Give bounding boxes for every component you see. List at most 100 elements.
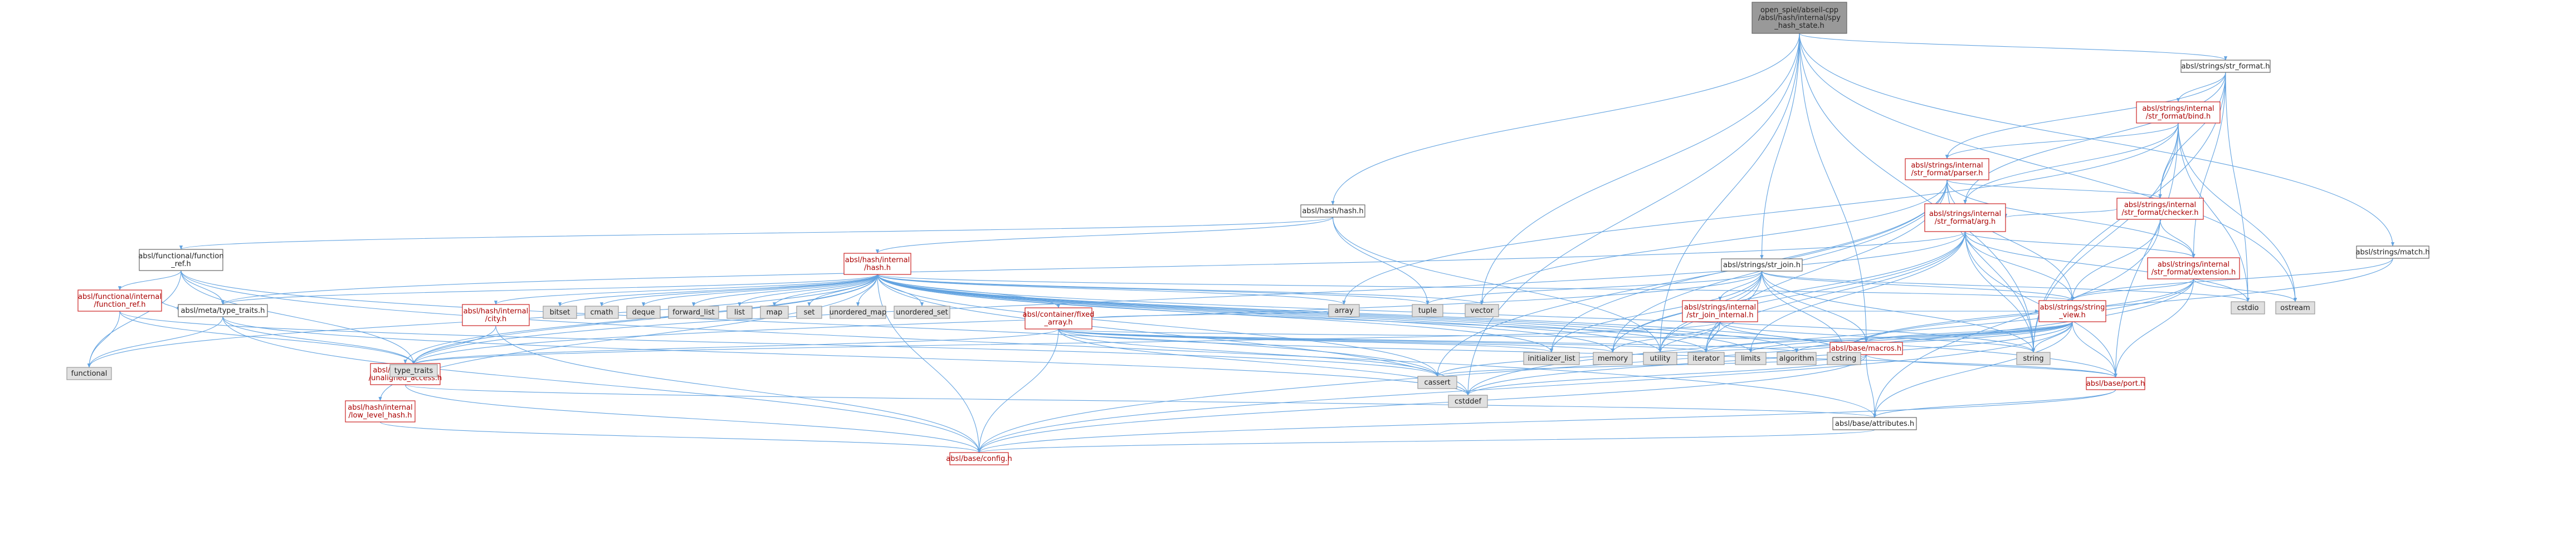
node-box <box>2116 198 2204 220</box>
node-internal-hash-h[interactable]: absl/hash/internal/hash.h <box>843 253 911 275</box>
node-label: /str_format/arg.h <box>1935 218 1996 226</box>
node-function-ref-h[interactable]: absl/functional/function_ref.h <box>138 249 224 271</box>
edge-checker_h-to-extension_h <box>2159 219 2196 258</box>
edge-str_format_h-to-bind_h <box>2176 72 2226 102</box>
node-label: absl/strings/str_format.h <box>2182 62 2270 71</box>
node-box <box>1735 352 1767 365</box>
edge-hash_h-to-tuple <box>1332 217 1430 305</box>
edge-unaligned_access_h-to-attributes_h <box>404 384 1876 418</box>
node-label: absl/hash/internal <box>845 256 910 264</box>
node-label: set <box>804 308 815 317</box>
node-internal-function-ref-h[interactable]: absl/functional/internal/function_ref.h <box>77 289 162 312</box>
edge-internal_hash_h-to-config_h <box>877 274 981 453</box>
node-deque: deque <box>626 306 661 319</box>
edge-parser_h-to-checker_h <box>1946 179 2162 199</box>
node-label: type_traits <box>394 367 433 375</box>
node-label: initializer_list <box>1528 355 1575 363</box>
node-label: iterator <box>1692 355 1720 363</box>
edge-root-to-str_join_h <box>1760 33 1800 259</box>
node-box <box>2356 245 2429 259</box>
node-label: _hash_state.h <box>1774 22 1824 30</box>
node-label: forward_list <box>672 308 714 317</box>
edge-internal_hash_h-to-string_view_h <box>877 274 2074 301</box>
edge-bind_h-to-parser_h <box>1945 122 2179 159</box>
node-label: absl/strings/internal <box>1929 210 2001 218</box>
node-label: bitset <box>550 308 570 317</box>
node-label: absl/functional/internal <box>78 293 162 301</box>
edge-function_ref_h-to-meta_type_traits_h <box>180 270 225 305</box>
node-arg-h[interactable]: absl/strings/internal/str_format/arg.h <box>1924 203 2006 232</box>
node-str-join-h[interactable]: absl/strings/str_join.h <box>1721 258 1803 272</box>
edge-internal_hash_h-to-vector <box>877 274 1484 305</box>
node-box <box>1593 352 1633 365</box>
node-initializer-list: initializer_list <box>1523 352 1580 365</box>
edge-str_format_h-to-extension_h <box>2192 72 2226 258</box>
node-box <box>1924 203 2006 232</box>
node-box <box>178 304 268 317</box>
node-box <box>1905 158 1989 180</box>
node-cstdio: cstdio <box>2231 301 2265 315</box>
node-box <box>894 306 950 319</box>
edge-str_format_h-to-parser_h <box>1945 72 2226 159</box>
node-meta-type-traits-h[interactable]: absl/meta/type_traits.h <box>178 304 268 317</box>
node-parser-h[interactable]: absl/strings/internal/str_format/parser.… <box>1905 158 1989 180</box>
node-box <box>66 367 112 380</box>
node-vector: vector <box>1465 304 1499 317</box>
node-box <box>1465 304 1499 317</box>
node-config-h[interactable]: absl/base/config.h <box>946 452 1012 465</box>
edge-extension_h-to-config_h <box>977 278 2194 453</box>
node-bind-h[interactable]: absl/strings/internal/str_format/bind.h <box>2136 101 2221 124</box>
node-label: cstring <box>1832 355 1856 363</box>
node-box <box>2231 301 2265 315</box>
node-memory: memory <box>1593 352 1633 365</box>
edge-internal_hash_h-to-city_h <box>494 274 878 305</box>
edge-str_join_h-to-str_join_internal_h <box>1718 271 1763 301</box>
node-city-h[interactable]: absl/hash/internal/city.h <box>462 304 530 326</box>
edge-extension_h-to-cstddef <box>1466 278 2194 396</box>
edge-root-to-hash_h <box>1331 33 1800 205</box>
node-box <box>949 452 1009 465</box>
edge-macros_h-to-attributes_h <box>1866 354 1877 418</box>
edge-internal_hash_h-to-map <box>772 274 878 307</box>
node-string-view-h[interactable]: absl/strings/string_view.h <box>2038 300 2106 322</box>
node-label: /low_level_hash.h <box>348 411 412 420</box>
node-box <box>1328 304 1360 317</box>
node-hash-h[interactable]: absl/hash/hash.h <box>1300 204 1365 218</box>
node-label: algorithm <box>1779 355 1814 363</box>
edge-str_join_internal_h-to-utility <box>1658 321 1721 353</box>
node-label: absl/container/fixed <box>1023 311 1095 319</box>
node-cstddef: cstddef <box>1448 395 1488 408</box>
edge-str_join_h-to-cstdio <box>1761 271 2250 302</box>
node-label: _view.h <box>2058 311 2086 320</box>
edge-checker_h-to-arg_h <box>2004 208 2118 218</box>
edge-match_h-to-cstring <box>1842 258 2393 353</box>
edge-internal_hash_h-to-array <box>877 274 1346 305</box>
node-tuple: tuple <box>1412 304 1443 317</box>
edge-string_view_h-to-port_h <box>2072 321 2118 378</box>
node-checker-h[interactable]: absl/strings/internal/str_format/checker… <box>2116 198 2204 220</box>
edge-parser_h-to-extension_h <box>1946 179 2196 258</box>
node-extension-h[interactable]: absl/strings/internal/str_format/extensi… <box>2147 257 2240 279</box>
node-str-format-h[interactable]: absl/strings/str_format.h <box>2180 60 2271 73</box>
node-fixed-array-h[interactable]: absl/container/fixed_array.h <box>1023 307 1095 330</box>
node-port-h[interactable]: absl/base/port.h <box>2086 377 2145 390</box>
node-list: list <box>726 306 753 319</box>
node-macros-h[interactable]: absl/base/macros.h <box>1829 342 1903 355</box>
edge-internal_hash_h-to-limits <box>877 274 1753 353</box>
node-attributes-h[interactable]: absl/base/attributes.h <box>1832 417 1917 430</box>
node-str-join-internal-h[interactable]: absl/strings/internal/str_join_internal.… <box>1682 300 1758 322</box>
node-box <box>626 306 661 319</box>
edge-macros_h-to-port_h <box>1866 354 2118 378</box>
edge-internal_hash_h-to-low_level_hash_h <box>378 274 878 401</box>
node-low-level-hash-h[interactable]: absl/hash/internal/low_level_hash.h <box>345 400 416 423</box>
edge-str_format_h-to-checker_h <box>2158 72 2226 199</box>
node-root[interactable]: open_spiel/abseil-cpp/absl/hash/internal… <box>1752 2 1847 34</box>
edge-checker_h-to-string_view_h <box>2070 219 2161 301</box>
edge-meta_type_traits_h-to-config_h <box>222 316 981 453</box>
node-limits: limits <box>1735 352 1767 365</box>
node-label: unordered_set <box>896 308 948 317</box>
edge-hash_h-to-function_ref_h <box>179 217 1334 250</box>
edge-internal_hash_h-to-cmath <box>600 274 878 307</box>
node-match-h[interactable]: absl/strings/match.h <box>2356 245 2430 259</box>
edge-fixed_array_h-to-config_h <box>977 328 1059 453</box>
